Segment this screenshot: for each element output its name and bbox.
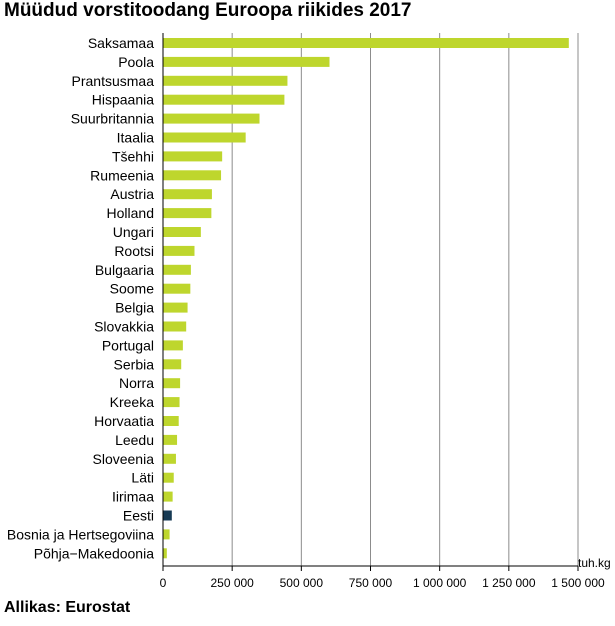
category-label: Holland — [107, 205, 154, 221]
x-tick-label: 1 500 000 — [551, 576, 605, 590]
bar-22 — [163, 453, 176, 464]
category-label: Eesti — [123, 508, 154, 524]
source-note: Allikas: Eurostat — [4, 599, 131, 616]
bar-3 — [163, 94, 285, 105]
x-axis: 0 250 000 500 000 750 000 1 000 000 1 250 000… — [160, 33, 605, 590]
x-tick-label: 1 250 000 — [482, 576, 536, 590]
bar-12 — [163, 264, 191, 275]
bar-8 — [163, 189, 212, 200]
category-label: Saksamaa — [88, 35, 154, 51]
bar-14 — [163, 302, 188, 313]
category-label: Rumeenia — [90, 167, 154, 183]
category-label: Soome — [110, 281, 155, 297]
category-label: Horvaatia — [94, 413, 154, 429]
bar-27 — [163, 548, 167, 559]
category-label: Suurbritannia — [71, 111, 154, 127]
category-label: Leedu — [115, 432, 154, 448]
x-tick-label: 1 000 000 — [413, 576, 467, 590]
category-label: Ungari — [113, 224, 154, 240]
bar-5 — [163, 132, 246, 143]
bar-21 — [163, 434, 178, 445]
chart-title: Müüdud vorstitoodang Euroopa riikides 20… — [4, 0, 412, 21]
category-label: Portugal — [102, 337, 154, 353]
category-labels: Saksamaa Poola Prantsusmaa Hispaania Suurbri… — [7, 35, 154, 561]
category-label: Bosnia ja Hertsegoviina — [7, 526, 154, 542]
bar-16 — [163, 340, 183, 351]
bar-9 — [163, 208, 212, 219]
category-label: Norra — [119, 375, 154, 391]
bar-19 — [163, 397, 180, 408]
category-label: Hispaania — [92, 92, 154, 108]
bar-23 — [163, 472, 174, 483]
bar-20 — [163, 416, 179, 426]
bar-10 — [163, 227, 201, 237]
category-label: Rootsi — [114, 243, 154, 259]
unit-label: tuh.kg — [578, 556, 611, 570]
bar-18 — [163, 378, 181, 389]
category-label: Austria — [110, 186, 154, 202]
bar-2 — [163, 75, 288, 86]
bar-15 — [163, 321, 187, 332]
bar-17 — [163, 359, 182, 370]
bar-26 — [163, 529, 170, 540]
bar-7 — [163, 170, 222, 181]
bar-6 — [163, 151, 223, 162]
category-label: Poola — [118, 54, 154, 70]
grid-lines — [231, 33, 579, 566]
category-label: Sloveenia — [93, 451, 155, 467]
x-tick-label: 750 000 — [349, 576, 393, 590]
category-label: Itaalia — [117, 130, 155, 146]
category-label: Tšehhi — [112, 148, 154, 164]
category-label: Kreeka — [110, 394, 155, 410]
category-label: Belgia — [115, 300, 154, 316]
category-label: Iirimaa — [112, 489, 154, 505]
x-tick-label: 0 — [160, 576, 167, 590]
bar-25 — [163, 510, 172, 521]
category-label: Prantsusmaa — [72, 73, 155, 89]
bar-0 — [163, 38, 569, 48]
bar-24 — [163, 491, 173, 502]
bar-4 — [163, 113, 260, 124]
category-label: Läti — [131, 470, 154, 486]
category-label: Põhja−Makedoonia — [34, 545, 154, 561]
x-tick-label: 250 000 — [210, 576, 254, 590]
bars — [163, 38, 569, 559]
x-tick-label: 500 000 — [280, 576, 324, 590]
bar-13 — [163, 283, 191, 294]
category-label: Slovakkia — [94, 319, 154, 335]
category-label: Bulgaaria — [95, 262, 154, 278]
bar-1 — [163, 56, 330, 67]
category-label: Serbia — [114, 356, 155, 372]
bar-11 — [163, 245, 195, 256]
